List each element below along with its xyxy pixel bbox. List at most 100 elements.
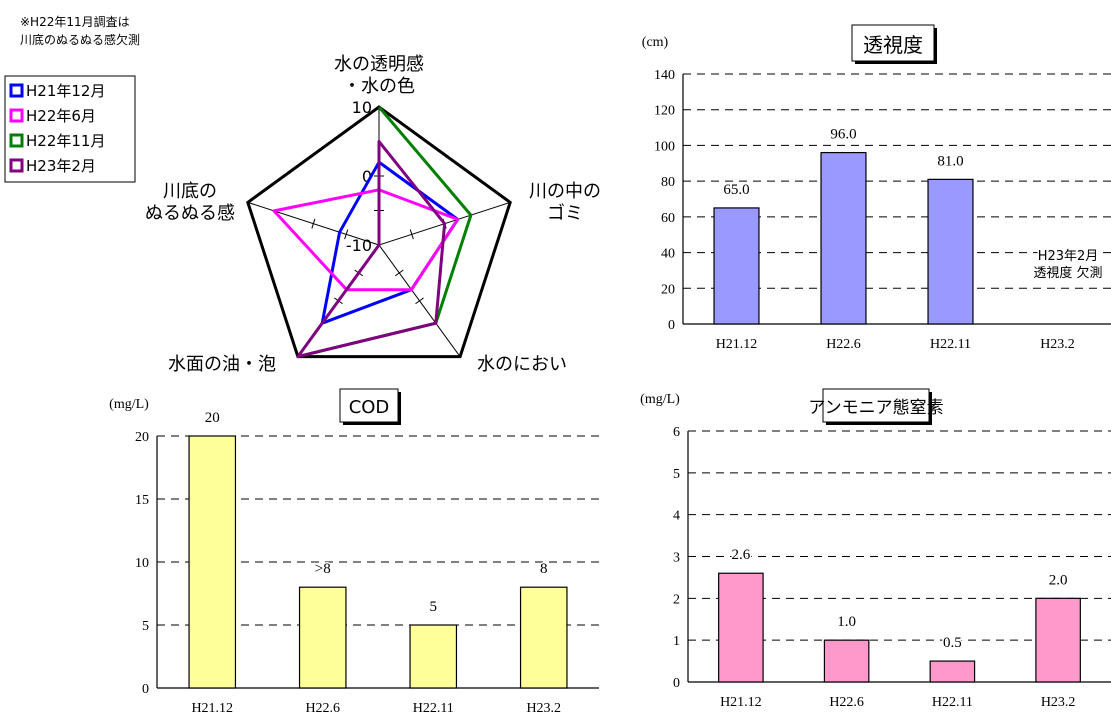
chart2-value-label-2: 0.5 (943, 635, 962, 651)
chart0-ytick-4: 80 (661, 175, 675, 190)
chart1-ytick-0: 0 (142, 682, 149, 697)
chart1-bar-3 (519, 586, 568, 689)
survey-note-line-2: 川底のぬるぬる感欠測 (20, 32, 140, 47)
radar-axis-label-0-1: ・水の色 (343, 76, 415, 97)
cod-bar-chart: COD (mg/L) 0 5 10 15 20 H21.12 20 H22.6 >8 H22.11 5 H… (109, 388, 599, 716)
chart2-xtick-3: H23.2 (1041, 695, 1076, 710)
chart2-bar-1 (823, 639, 870, 683)
radar-axis-label-0-0: 水の透明感 (334, 54, 424, 75)
chart0-ytick-0: 0 (668, 318, 675, 333)
chart0-xtick-0: H21.12 (716, 337, 758, 352)
legend-label-3: H23年2月 (26, 157, 96, 175)
radar-tick-0-4 (311, 218, 316, 229)
chart2-ytick-0: 0 (673, 676, 680, 691)
chart2-ytick-6: 6 (673, 425, 680, 440)
chart2-ytick-1: 1 (673, 634, 680, 649)
chart1-xtick-2: H22.11 (413, 701, 454, 716)
chart0-ytick-2: 40 (661, 247, 675, 262)
chart1-value-label-2: 5 (430, 599, 438, 615)
chart2-ytick-4: 4 (673, 509, 680, 524)
chart1-ytick-3: 15 (135, 493, 149, 508)
chart2-xtick-2: H22.11 (932, 695, 973, 710)
chart1-title-box (339, 388, 399, 423)
chart0-xtick-2: H22.11 (930, 337, 971, 352)
chart0-bar-0 (713, 207, 760, 325)
chart2-title-box (822, 388, 930, 423)
chart2-bar-3 (1035, 597, 1081, 683)
chart1-ytick-2: 10 (135, 556, 149, 571)
chart0-title: 透視度 (863, 33, 923, 57)
radar-axis-label-3-0: 水面の油・泡 (168, 354, 276, 375)
chart1-ytick-4: 20 (135, 430, 149, 445)
ammonia-bar-chart: アンモニア態窒素 (mg/L) 0 1 2 3 4 5 6 H21.12 2.6 H22.6 1.0 H2… (640, 388, 1111, 710)
chart2-title: アンモニア態窒素 (808, 398, 943, 418)
chart0-value-label-1: 96.0 (830, 127, 856, 143)
chart2-bar-0 (718, 572, 764, 683)
chart1-value-label-3: 8 (540, 561, 548, 577)
chart0-title-box (851, 24, 935, 62)
radar-tick-label-1: 0 (362, 167, 372, 186)
chart0-bar-2 (927, 178, 974, 325)
chart1-value-label-1: >8 (315, 561, 331, 577)
chart2-y-unit: (mg/L) (640, 392, 680, 407)
chart0-ytick-3: 60 (661, 211, 675, 226)
radar-axis-label-1-0: 川の中の (529, 181, 601, 202)
radar-legend: H21年12月 H22年6月 H22年11月 H23年2月 (4, 75, 136, 183)
chart1-y-unit: (mg/L) (109, 397, 149, 412)
chart1-bar-2 (409, 624, 458, 689)
radar-axis-label-4-1: ぬるぬる感 (145, 203, 235, 224)
chart2-value-label-1: 1.0 (837, 614, 856, 630)
legend-swatch-1 (9, 108, 24, 123)
radar-tick-label-2: -10 (346, 236, 372, 255)
chart1-value-label-0: 20 (205, 410, 220, 426)
legend-label-2: H22年11月 (26, 132, 105, 150)
legend-swatch-3 (9, 158, 24, 173)
chart1-title: COD (349, 397, 390, 418)
radar-tick-0-2 (415, 297, 424, 305)
chart1-xtick-1: H22.6 (305, 701, 340, 716)
radar-tick-label-0: 10 (352, 98, 372, 117)
chart2-ytick-2: 2 (673, 592, 680, 607)
chart2-xtick-1: H22.6 (829, 695, 864, 710)
chart0-ytick-5: 100 (654, 139, 675, 154)
radar-axis-label-4-0: 川底の (163, 181, 217, 202)
radar-tick-1-1 (409, 229, 414, 240)
survey-note: ※H22年11月調査は 川底のぬるぬる感欠測 (20, 15, 140, 47)
chart1-xtick-3: H23.2 (526, 701, 561, 716)
chart1-xtick-0: H21.12 (191, 701, 233, 716)
chart2-value-label-0: 2.6 (732, 547, 751, 563)
survey-note-line-1: ※H22年11月調査は (20, 15, 130, 29)
legend-swatch-2 (9, 133, 24, 148)
radar-axis-label-1-1: ゴミ (547, 203, 583, 224)
chart1-bar-0 (188, 435, 237, 689)
legend-label-1: H22年6月 (26, 107, 96, 125)
chart2-xtick-0: H21.12 (720, 695, 762, 710)
radar-tick-1-2 (394, 269, 404, 277)
chart0-value-label-2: 81.0 (937, 153, 963, 169)
chart1-ytick-1: 5 (142, 619, 149, 634)
chart0-ytick-1: 20 (661, 282, 675, 297)
chart2-value-label-3: 2.0 (1049, 572, 1068, 588)
chart0-y-unit: (cm) (642, 35, 669, 50)
legend-label-0: H21年12月 (26, 82, 105, 100)
chart1-bar-1 (298, 586, 347, 689)
chart2-ytick-3: 3 (673, 551, 680, 566)
radar-series-0 (320, 160, 460, 325)
chart0-value-label-0: 65.0 (723, 182, 749, 198)
chart0-xtick-1: H22.6 (826, 337, 861, 352)
chart0-xtick-3: H23.2 (1040, 337, 1075, 352)
chart2-bar-2 (929, 660, 976, 683)
chart2-ytick-5: 5 (673, 467, 680, 482)
legend-swatch-0 (9, 83, 24, 98)
chart0-ytick-7: 140 (654, 68, 675, 83)
radar-legend-box (4, 75, 136, 183)
radar-series-1 (272, 188, 460, 292)
radar-axis-label-2-0: 水のにおい (477, 354, 567, 375)
chart0-annotation-1: 透視度 欠測 (1033, 265, 1102, 281)
chart0-annotation-0: H23年2月 (1038, 249, 1099, 264)
chart0-bar-1 (820, 151, 867, 325)
radar-series-3 (296, 140, 447, 359)
radar-tick-1-4 (344, 229, 349, 240)
